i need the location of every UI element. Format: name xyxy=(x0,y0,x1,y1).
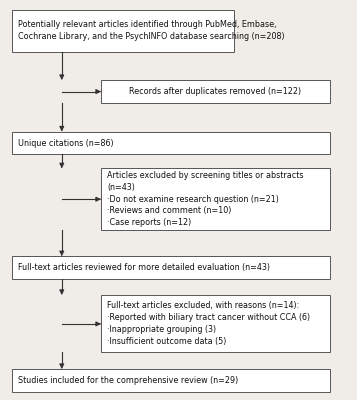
FancyBboxPatch shape xyxy=(12,132,330,154)
Text: Articles excluded by screening titles or abstracts
(n=43)
·Do not examine resear: Articles excluded by screening titles or… xyxy=(107,171,304,227)
Text: Full-text articles reviewed for more detailed evaluation (n=43): Full-text articles reviewed for more det… xyxy=(19,263,271,272)
FancyBboxPatch shape xyxy=(101,80,330,103)
FancyBboxPatch shape xyxy=(101,295,330,352)
Text: Studies included for the comprehensive review (n=29): Studies included for the comprehensive r… xyxy=(19,376,239,385)
Text: Full-text articles excluded, with reasons (n=14):
·Reported with biliary tract c: Full-text articles excluded, with reason… xyxy=(107,302,310,346)
Text: Unique citations (n=86): Unique citations (n=86) xyxy=(19,138,114,148)
FancyBboxPatch shape xyxy=(12,10,234,52)
Text: Potentially relevant articles identified through PubMed, Embase,
Cochrane Librar: Potentially relevant articles identified… xyxy=(19,20,285,41)
Text: Records after duplicates removed (n=122): Records after duplicates removed (n=122) xyxy=(129,87,301,96)
FancyBboxPatch shape xyxy=(12,369,330,392)
FancyBboxPatch shape xyxy=(101,168,330,230)
FancyBboxPatch shape xyxy=(12,256,330,279)
